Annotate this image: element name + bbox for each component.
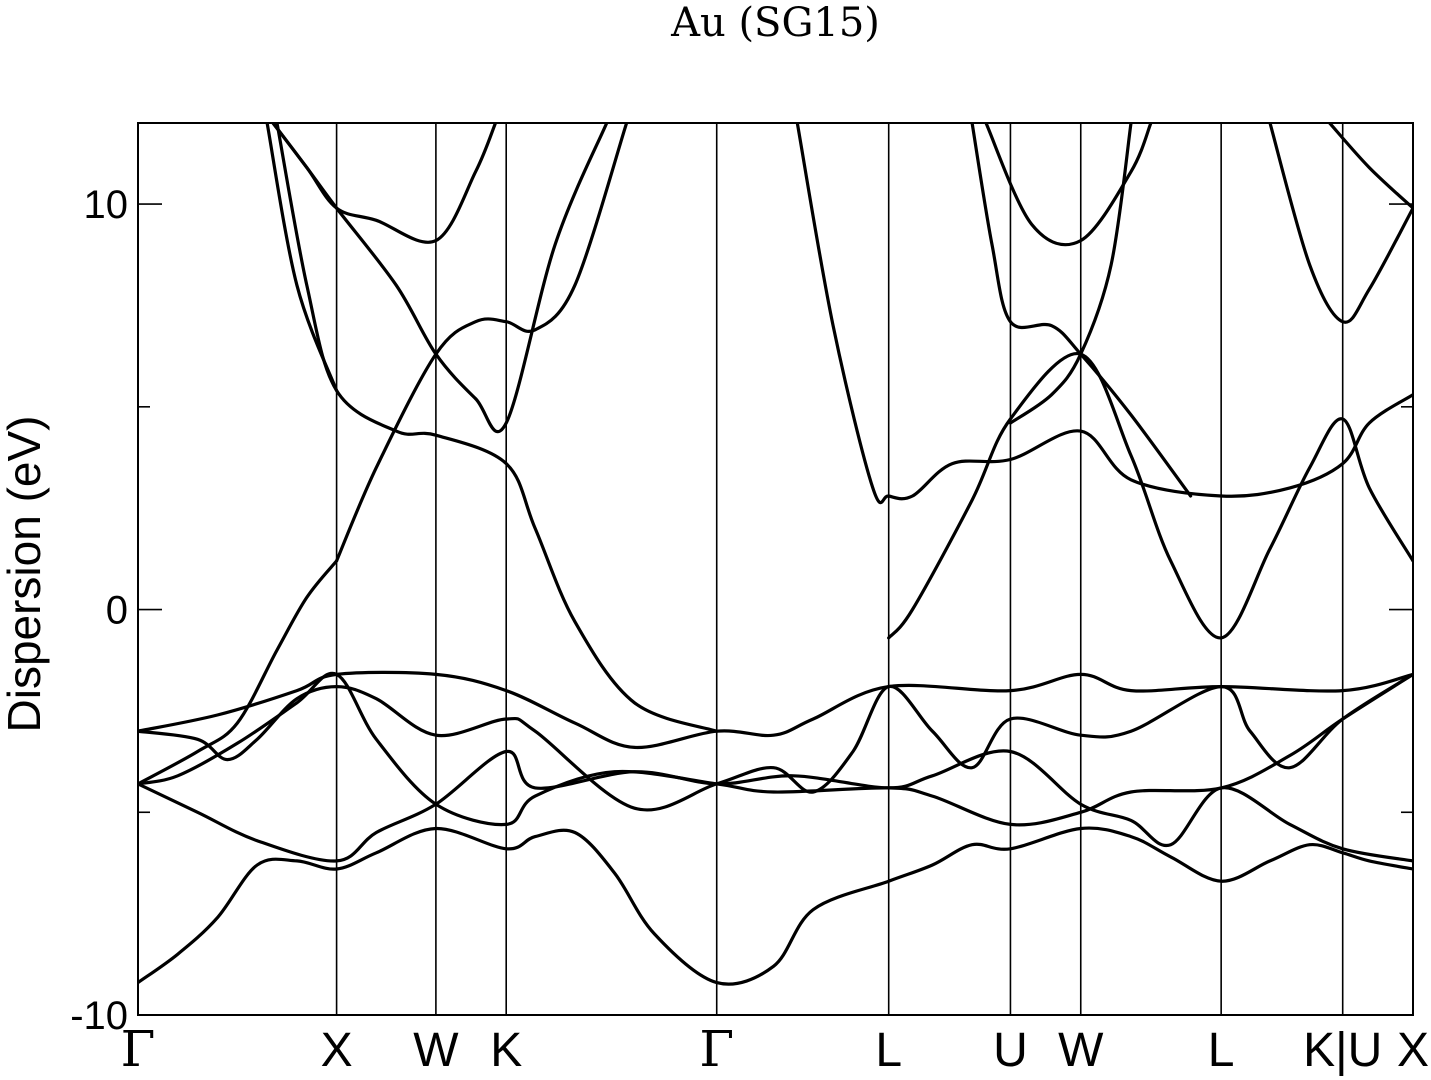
kpoint-label: Γ [121, 1020, 156, 1078]
kpoint-label: U [993, 1024, 1028, 1077]
band-line [271, 123, 609, 434]
kpoint-label: K [490, 1024, 522, 1077]
y-tick-label: -10 [70, 994, 128, 1038]
band-line [970, 123, 1193, 498]
band-line [984, 123, 1153, 247]
y-tick-label: 0 [106, 589, 128, 633]
kpoint-label: X [321, 1024, 353, 1077]
kpoint-label: L [875, 1024, 902, 1077]
band-line [335, 123, 629, 563]
band-line [271, 123, 498, 244]
bands [138, 123, 1413, 986]
band-line [887, 352, 1413, 640]
band-line [138, 670, 1413, 750]
band-line [1008, 123, 1133, 425]
band-line [265, 123, 339, 393]
y-axis-label: Dispersion (eV) [0, 416, 50, 733]
kpoint-label: Γ [699, 1020, 734, 1078]
kpoint-label: K|U [1303, 1024, 1382, 1077]
kpoint-label: X [1397, 1024, 1429, 1077]
kpoint-lines [335, 123, 1344, 1015]
kpoint-label: W [1058, 1024, 1104, 1077]
kpoint-label: W [413, 1024, 459, 1077]
y-ticks: -10 0 10 [70, 183, 1413, 1038]
chart-title: Au (SG15) [670, 0, 880, 46]
kpoint-labels: Γ X W K Γ L U W L K|U X [121, 1020, 1429, 1078]
y-tick-label: 10 [84, 183, 129, 227]
kpoint-label: L [1208, 1024, 1235, 1077]
band-line [138, 826, 1413, 986]
band-line [795, 123, 1413, 505]
band-line [1328, 123, 1413, 210]
band-line [138, 559, 339, 786]
band-line [275, 123, 719, 733]
plot-frame [137, 122, 1414, 1016]
band-line [1268, 123, 1413, 324]
